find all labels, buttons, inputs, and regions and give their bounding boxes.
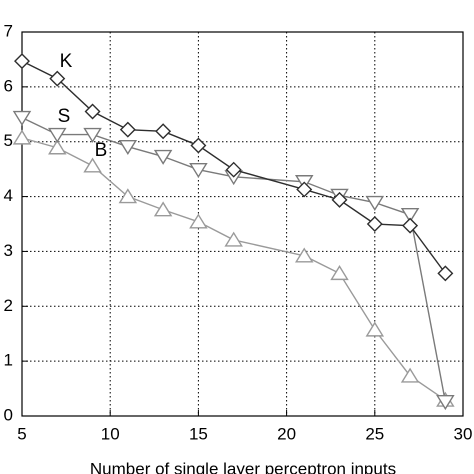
x-tick-label: 5 (17, 424, 26, 443)
marker (83, 127, 102, 143)
marker (14, 53, 30, 70)
series-label: S (58, 106, 71, 127)
marker (153, 201, 173, 217)
marker (48, 127, 67, 143)
series-label: B (95, 140, 108, 161)
marker (12, 129, 32, 145)
y-tick-label: 4 (4, 186, 13, 205)
y-tick-label: 2 (4, 296, 13, 315)
marker (189, 162, 208, 179)
y-tick-label: 7 (4, 21, 13, 40)
marker (294, 247, 314, 263)
line (21, 137, 446, 401)
marker (153, 149, 173, 165)
y-tick-label: 1 (4, 351, 13, 370)
marker (119, 121, 136, 138)
y-tick-label: 5 (4, 131, 13, 150)
x-tick-label: 10 (101, 424, 120, 443)
marker (190, 137, 207, 154)
x-tick-label: 20 (277, 424, 296, 443)
marker (436, 395, 455, 411)
marker (331, 191, 348, 208)
marker (118, 188, 138, 204)
marker (400, 207, 420, 224)
marker (49, 70, 66, 87)
x-tick-label: 15 (189, 424, 208, 443)
marker (400, 367, 420, 383)
marker (365, 321, 385, 337)
plot-frame (21, 31, 464, 417)
marker (48, 139, 67, 155)
marker (12, 110, 32, 126)
marker (330, 265, 349, 281)
marker (155, 123, 172, 140)
line (21, 116, 447, 402)
marker (437, 265, 454, 282)
marker (225, 161, 242, 178)
x-tick-label: 25 (365, 424, 384, 443)
marker (296, 181, 313, 198)
marker (189, 213, 208, 229)
marker (84, 103, 101, 120)
x-tick-label: 30 (454, 424, 473, 443)
marker (366, 216, 383, 232)
x-axis-label: Number of single layer perceptron inputs (90, 459, 396, 474)
marker (402, 217, 419, 234)
marker (83, 157, 102, 173)
marker (365, 195, 385, 211)
y-tick-label: 0 (4, 405, 13, 424)
y-tick-label: 3 (4, 241, 13, 260)
marker (118, 139, 138, 155)
series-label: K (60, 51, 73, 72)
marker (224, 231, 243, 247)
y-tick-label: 6 (4, 76, 13, 95)
